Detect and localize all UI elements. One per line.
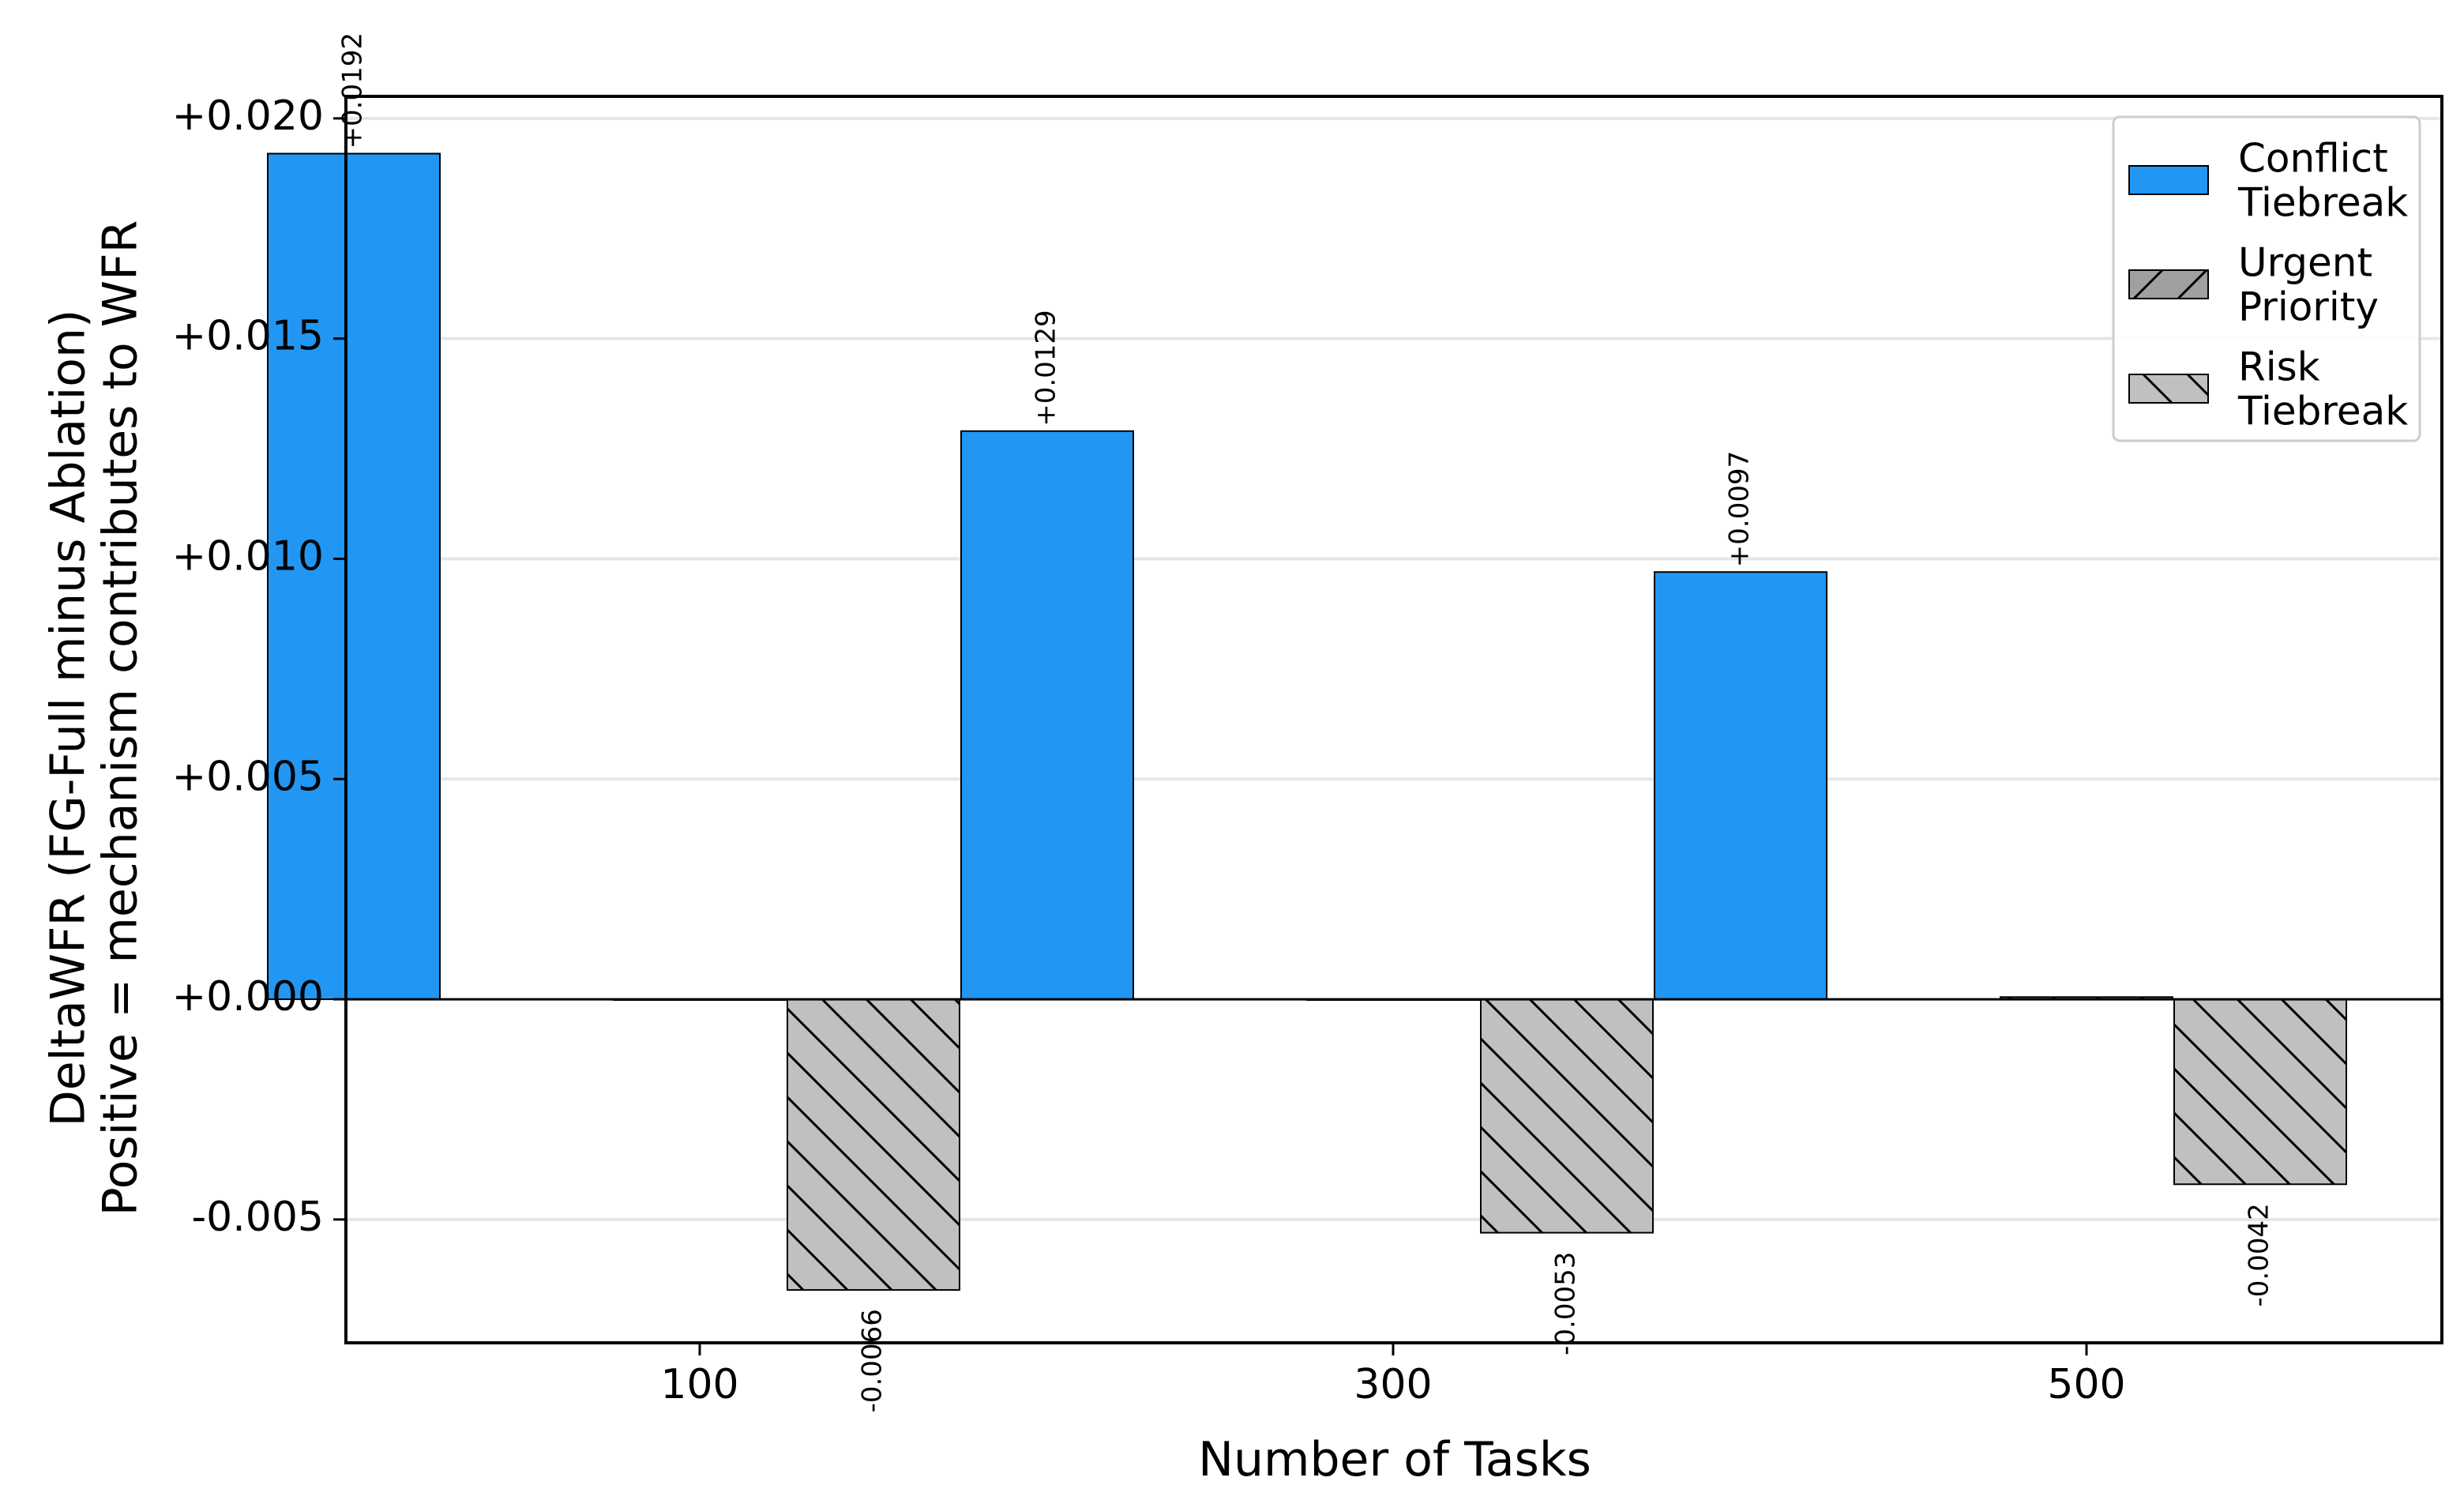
y-tick-label: -0.005: [191, 1194, 324, 1241]
legend-swatch: [2128, 165, 2209, 195]
data-label: -0.0053: [1550, 1252, 1582, 1355]
legend-label: Risk: [2238, 344, 2320, 390]
y-axis-title-line: DeltaWFR (FG-Full minus Ablation): [41, 310, 96, 1127]
y-axis-title-line: Positive = mechanism contributes to WFR: [93, 220, 148, 1216]
bar-risk-tiebreak-100: [787, 998, 960, 1291]
y-tick-label: +0.005: [172, 753, 324, 800]
legend-label: Conflict: [2238, 136, 2388, 182]
bar-risk-tiebreak-300: [1480, 998, 1654, 1234]
y-tick-label: +0.015: [172, 313, 324, 360]
data-label: +0.0129: [1031, 310, 1062, 426]
bars: [267, 152, 2347, 1291]
grid-lines: [346, 116, 2442, 1221]
legend-label: Priority: [2238, 284, 2379, 330]
legend-label: Urgent: [2238, 240, 2372, 286]
x-tick-label: 500: [2047, 1361, 2125, 1408]
data-label: +0.0097: [1724, 451, 1756, 567]
x-tick-label: 100: [660, 1361, 738, 1408]
y-tick-label: +0.000: [172, 973, 324, 1021]
data-label: -0.0042: [2244, 1203, 2275, 1306]
data-label: +0.0192: [337, 32, 369, 148]
bar-risk-tiebreak-500: [2173, 998, 2347, 1186]
bar-conflict-tiebreak-300: [960, 430, 1134, 1001]
legend-label: Tiebreak: [2237, 389, 2408, 434]
legend-swatch: [2128, 374, 2209, 404]
axes: -0.005 +0.000 +0.005 +0.010 +0.015 +0.020 100 3…: [41, 92, 2443, 1487]
x-tick-label: 300: [1354, 1361, 1432, 1408]
bar-conflict-tiebreak-100: [267, 152, 441, 1001]
x-axis-title: Number of Tasks: [1198, 1432, 1591, 1487]
legend-swatch: [2128, 269, 2209, 299]
data-labels: +0.0192 +0.0129 +0.0097 -0.0066 -0.0053 -0.00…: [337, 32, 2275, 1412]
y-tick-label: +0.010: [172, 532, 324, 580]
legend: ConflictTiebreakUrgentPriorityRiskTiebre…: [2112, 115, 2421, 442]
bar-conflict-tiebreak-500: [1654, 571, 1827, 1001]
y-tick-label: +0.020: [172, 92, 324, 140]
legend-label: Tiebreak: [2237, 180, 2408, 226]
legend-box: [2112, 115, 2421, 442]
data-label: -0.0066: [857, 1309, 888, 1412]
